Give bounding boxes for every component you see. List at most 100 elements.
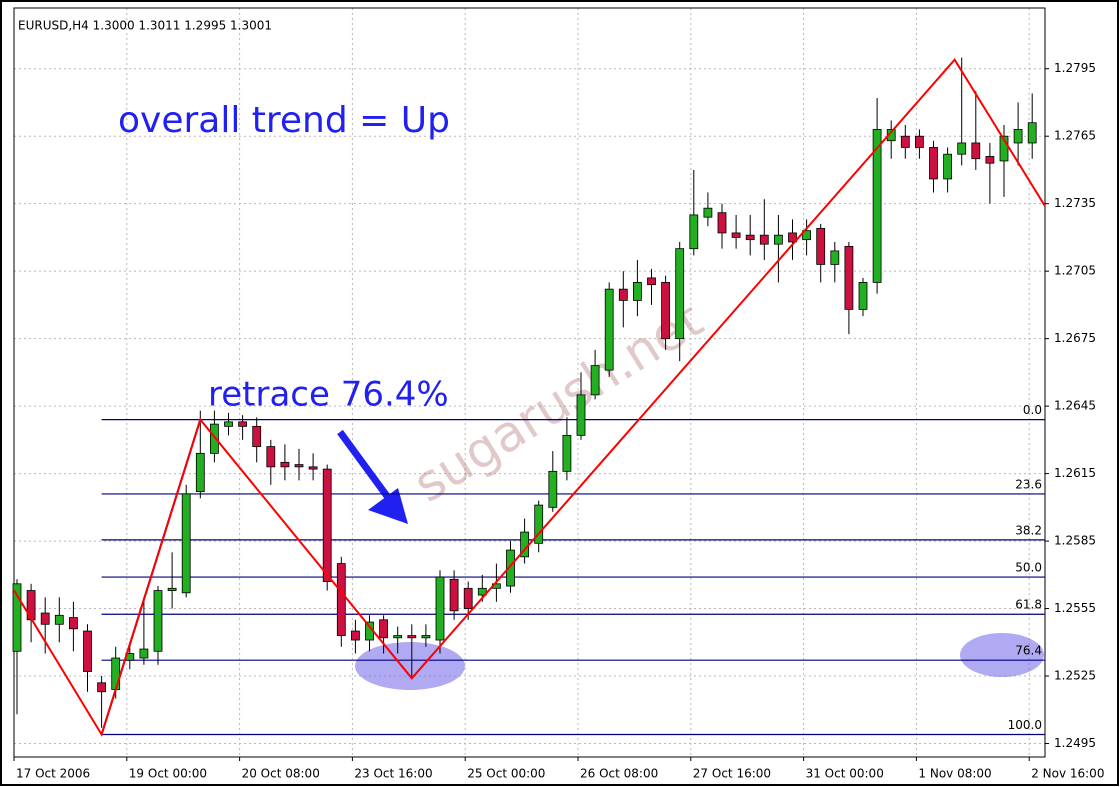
candle-body — [858, 282, 868, 310]
candle-body — [1027, 122, 1037, 144]
candle-body — [379, 619, 389, 639]
candle-body — [830, 250, 840, 265]
candle-body — [506, 549, 515, 587]
y-tick-label: 1.2585 — [1054, 534, 1096, 548]
candle-body — [167, 587, 177, 591]
x-tick-label: 1 Nov 08:00 — [918, 767, 991, 781]
annotation: retrace 76.4% — [208, 375, 449, 415]
candle-body — [1013, 129, 1023, 144]
candle-body — [618, 288, 628, 301]
candle-body — [322, 468, 332, 582]
x-tick-label: 2 Nov 16:00 — [1031, 767, 1104, 781]
candle-body — [647, 277, 656, 286]
candle-body — [774, 234, 783, 245]
candle-body — [12, 583, 22, 652]
candle-body — [788, 232, 797, 243]
highlight-ellipse — [355, 642, 465, 690]
x-tick-label: 27 Oct 16:00 — [693, 767, 771, 781]
x-tick-label: 19 Oct 00:00 — [129, 767, 207, 781]
zigzag-line — [13, 58, 1046, 737]
fib-label: 23.6 — [1015, 477, 1042, 491]
candle-body — [689, 214, 699, 250]
candle-body — [181, 493, 191, 594]
y-tick-label: 1.2645 — [1054, 399, 1096, 413]
candle-body — [590, 365, 600, 396]
candle-body — [816, 228, 826, 265]
candle-body — [915, 135, 924, 148]
candle-body — [745, 234, 755, 241]
chart-title: EURUSD,H4 1.3000 1.3011 1.2995 1.3001 — [18, 19, 272, 33]
candle-body — [111, 657, 121, 690]
candle-body — [900, 135, 910, 148]
candle-body — [802, 230, 811, 241]
candle-body — [407, 635, 417, 639]
candle-body — [252, 425, 262, 448]
fib-label: 0.0 — [1023, 403, 1042, 417]
candle-body — [463, 587, 473, 609]
candle-body — [562, 434, 572, 472]
y-tick-label: 1.2495 — [1054, 736, 1096, 750]
candle-body — [69, 617, 78, 630]
candle-body — [985, 156, 995, 164]
candle-body — [266, 446, 276, 468]
fib-label: 38.2 — [1015, 523, 1042, 537]
fib-label: 61.8 — [1015, 598, 1042, 612]
candle-body — [477, 587, 487, 596]
candle-body — [548, 470, 558, 508]
y-tick-label: 1.2675 — [1054, 331, 1096, 345]
y-tick-label: 1.2795 — [1054, 61, 1096, 75]
candle-body — [661, 282, 670, 340]
candle-body — [844, 246, 854, 310]
candle-body — [703, 207, 713, 218]
y-tick-label: 1.2765 — [1054, 129, 1096, 143]
highlight-ellipse — [960, 633, 1044, 677]
candle-body — [999, 135, 1009, 162]
candle-body — [54, 614, 64, 625]
fib-label: 50.0 — [1015, 561, 1042, 575]
y-tick-label: 1.2555 — [1054, 601, 1096, 615]
candle-body — [435, 576, 445, 641]
candle-body — [731, 232, 741, 238]
arrow — [337, 429, 408, 524]
candle-body — [633, 282, 642, 301]
candle-body — [759, 234, 769, 245]
candle-body — [209, 423, 219, 454]
fib-label: 76.4 — [1015, 644, 1042, 658]
y-tick-label: 1.2735 — [1054, 196, 1096, 210]
candle-body — [576, 394, 586, 436]
candle-body — [308, 466, 318, 470]
candle-body — [139, 648, 149, 659]
candle-body — [393, 635, 403, 639]
candle-body — [534, 504, 544, 544]
x-tick-label: 23 Oct 16:00 — [354, 767, 432, 781]
x-tick-label: 25 Oct 00:00 — [467, 767, 545, 781]
x-tick-label: 26 Oct 08:00 — [580, 767, 658, 781]
candle-body — [224, 421, 233, 427]
arrow-head — [368, 488, 408, 524]
annotation: overall trend = Up — [118, 100, 450, 141]
candle-body — [195, 452, 205, 492]
candle-body — [957, 142, 967, 155]
x-tick-label: 31 Oct 00:00 — [806, 767, 884, 781]
candle-body — [675, 248, 685, 340]
candle-body — [280, 461, 290, 468]
candle-body — [929, 147, 938, 180]
candle-body — [971, 142, 981, 160]
candle-body — [421, 635, 431, 639]
candle-body — [604, 288, 614, 371]
candle-body — [336, 563, 346, 636]
candle-body — [350, 630, 360, 641]
candle-body — [153, 590, 163, 652]
y-tick-label: 1.2525 — [1054, 669, 1096, 683]
candle-body — [872, 129, 882, 283]
candle-body — [97, 682, 106, 693]
candle-body — [83, 630, 92, 672]
candle-body — [943, 153, 952, 180]
plot-frame — [13, 7, 1046, 758]
candle-body — [449, 578, 459, 612]
fib-label: 100.0 — [1008, 718, 1042, 732]
candle-body — [717, 212, 727, 234]
